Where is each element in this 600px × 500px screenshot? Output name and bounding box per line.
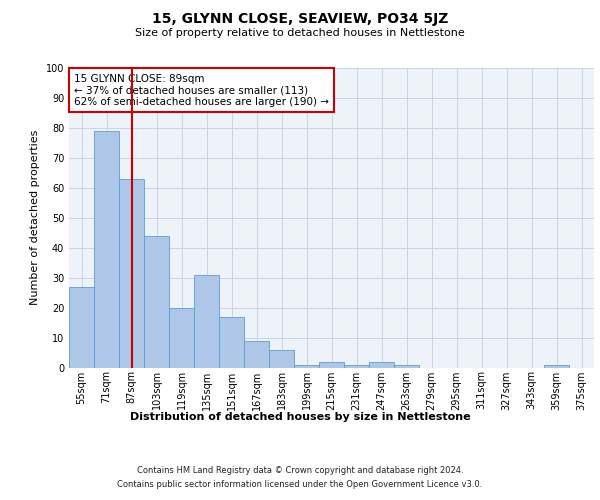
Text: 15, GLYNN CLOSE, SEAVIEW, PO34 5JZ: 15, GLYNN CLOSE, SEAVIEW, PO34 5JZ xyxy=(152,12,448,26)
Bar xyxy=(194,274,219,368)
Bar xyxy=(244,340,269,367)
Bar xyxy=(544,364,569,368)
Text: Size of property relative to detached houses in Nettlestone: Size of property relative to detached ho… xyxy=(135,28,465,38)
Bar xyxy=(94,130,119,368)
Text: Contains public sector information licensed under the Open Government Licence v3: Contains public sector information licen… xyxy=(118,480,482,489)
Bar xyxy=(269,350,294,368)
Y-axis label: Number of detached properties: Number of detached properties xyxy=(30,130,40,305)
Bar xyxy=(144,236,169,368)
Bar xyxy=(294,364,319,368)
Bar xyxy=(119,178,144,368)
Bar xyxy=(344,364,369,368)
Bar xyxy=(169,308,194,368)
Text: Distribution of detached houses by size in Nettlestone: Distribution of detached houses by size … xyxy=(130,412,470,422)
Bar xyxy=(219,316,244,368)
Bar xyxy=(69,286,94,368)
Bar xyxy=(319,362,344,368)
Bar xyxy=(394,364,419,368)
Text: Contains HM Land Registry data © Crown copyright and database right 2024.: Contains HM Land Registry data © Crown c… xyxy=(137,466,463,475)
Bar xyxy=(369,362,394,368)
Text: 15 GLYNN CLOSE: 89sqm
← 37% of detached houses are smaller (113)
62% of semi-det: 15 GLYNN CLOSE: 89sqm ← 37% of detached … xyxy=(74,74,329,106)
